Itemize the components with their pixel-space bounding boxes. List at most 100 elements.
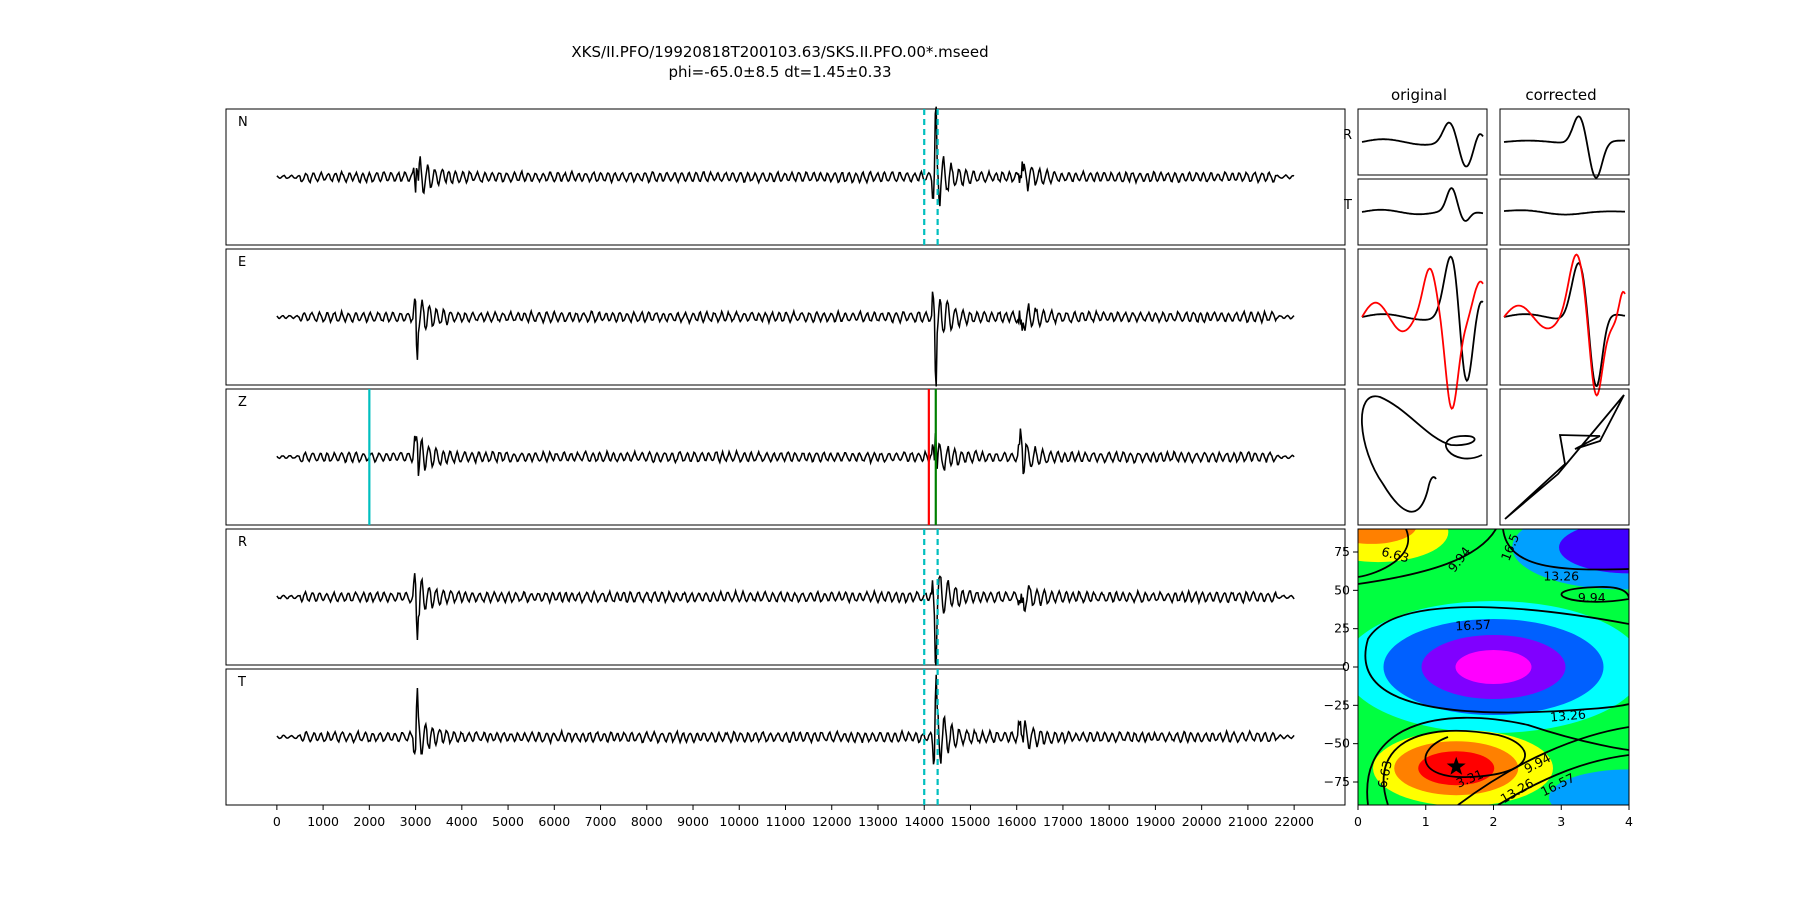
x-tick-label: 9000: [677, 814, 709, 829]
trace-panel-label: R: [238, 535, 247, 550]
contour-line: [1497, 754, 1629, 805]
x-tick-label: 17000: [1043, 814, 1083, 829]
x-tick-label: 3000: [400, 814, 432, 829]
particle-motion-corrected: [1499, 388, 1630, 526]
surface-y-tick-label: −25: [1324, 697, 1350, 712]
trace-panel-label: Z: [238, 395, 247, 410]
x-tick-label: 5000: [492, 814, 524, 829]
x-tick-label: 4000: [446, 814, 478, 829]
component-t-corrected-frame: [1499, 178, 1630, 246]
x-tick-label: 19000: [1136, 814, 1176, 829]
x-tick-label: 13000: [858, 814, 898, 829]
x-tick-label: 6000: [538, 814, 570, 829]
trace-panel-label: E: [238, 255, 246, 270]
surface-y-tick-label: −75: [1324, 774, 1350, 789]
component-r-original-frame: [1357, 108, 1488, 176]
contour-line: [1366, 716, 1629, 805]
particle-path: [1504, 394, 1625, 520]
surface-x-tick-label: 4: [1625, 814, 1633, 829]
particle-motion-original: [1357, 388, 1488, 526]
trace-panel-t: T: [225, 668, 1346, 806]
trace-waveform: [276, 106, 1295, 207]
surface-region: [1358, 529, 1416, 544]
overlay-series-red: [1361, 267, 1484, 410]
surface-y-tick-label: 0: [1342, 659, 1350, 674]
overlay-series-red: [1503, 253, 1626, 397]
x-tick-label: 21000: [1228, 814, 1268, 829]
x-tick-label: 12000: [812, 814, 852, 829]
contour-line: [1502, 529, 1629, 571]
component-trace: [1503, 115, 1625, 179]
contour-label: 9.94: [1578, 590, 1606, 605]
contour-line: [1457, 726, 1629, 805]
contour-line: [1358, 529, 1410, 578]
contour-label: 16.57: [1455, 617, 1492, 634]
x-tick-label: 14000: [904, 814, 944, 829]
figure-title-line1: XKS/II.PFO/19920818T200103.63/SKS.II.PFO…: [571, 43, 988, 61]
wave-overlay-corrected: [1499, 248, 1630, 397]
surface-y-tick-label: 25: [1334, 621, 1350, 636]
trace-panel-n: N: [225, 106, 1346, 246]
trace-panel-z: Z: [225, 388, 1346, 526]
surface-x-tick-label: 0: [1354, 814, 1362, 829]
component-t-original-frame: [1357, 178, 1488, 246]
x-tick-label: 15000: [951, 814, 991, 829]
wave-overlay-original: [1357, 248, 1488, 410]
trace-panel-frame: [225, 108, 1346, 246]
component-trace: [1361, 121, 1484, 168]
x-tick-label: 18000: [1089, 814, 1129, 829]
component-row-label: R: [1343, 128, 1352, 143]
component-t-corrected: [1499, 178, 1630, 246]
wave-overlay-original-frame: [1357, 248, 1488, 386]
surface-y-tick-label: 75: [1334, 544, 1350, 559]
contour-label: 6.63: [1374, 759, 1394, 789]
x-tick-label: 22000: [1274, 814, 1314, 829]
x-tick-label: 2000: [353, 814, 385, 829]
contour-label: 13.26: [1543, 569, 1579, 584]
split-panels: RT: [1343, 108, 1630, 526]
component-r-corrected: [1499, 108, 1630, 179]
x-tick-label: 10000: [719, 814, 759, 829]
x-tick-label: 20000: [1182, 814, 1222, 829]
surface-x-tick-label: 1: [1422, 814, 1430, 829]
trace-waveform: [276, 674, 1295, 765]
seismogram-traces: N E Z R T 0 1000 2000 3000 4000 5000 6000 7000 8000 90…: [225, 106, 1346, 829]
particle-motion-corrected-frame: [1499, 388, 1630, 526]
wave-overlay-corrected-frame: [1499, 248, 1630, 386]
trace-panel-r: R: [225, 528, 1346, 666]
x-tick-label: 11000: [766, 814, 806, 829]
trace-panel-label: N: [238, 115, 248, 130]
best-fit-star: [1446, 756, 1466, 775]
trace-panel-frame: [225, 388, 1346, 526]
x-tick-label: 7000: [585, 814, 617, 829]
trace-waveform: [276, 428, 1295, 476]
trace-panel-frame: [225, 248, 1346, 386]
component-trace: [1361, 187, 1484, 222]
trace-waveform: [276, 291, 1295, 387]
contour-line: [1364, 606, 1629, 714]
particle-path: [1361, 395, 1483, 513]
contour-line: [1560, 586, 1629, 603]
overlay-series-black: [1503, 262, 1626, 388]
contour-label: 13.26: [1549, 707, 1586, 725]
trace-panel-label: T: [237, 675, 246, 690]
overlay-series-black: [1361, 255, 1484, 383]
component-r-original: [1357, 108, 1488, 176]
contour-label: 6.63: [1380, 544, 1411, 566]
surface-region: [1559, 529, 1629, 574]
particle-motion-original-frame: [1357, 388, 1488, 526]
component-trace: [1504, 209, 1625, 216]
column-title-corrected: corrected: [1525, 86, 1596, 104]
figure-title-line2: phi=-65.0±8.5 dt=1.45±0.33: [668, 63, 891, 81]
x-tick-label: 0: [273, 814, 281, 829]
column-title-original: original: [1391, 86, 1447, 104]
surface-x-tick-label: 3: [1557, 814, 1565, 829]
trace-panel-frame: [225, 528, 1346, 666]
trace-waveform: [276, 573, 1295, 666]
surface-y-tick-label: −50: [1324, 736, 1350, 751]
trace-panel-e: E: [225, 248, 1346, 387]
x-tick-label: 1000: [307, 814, 339, 829]
